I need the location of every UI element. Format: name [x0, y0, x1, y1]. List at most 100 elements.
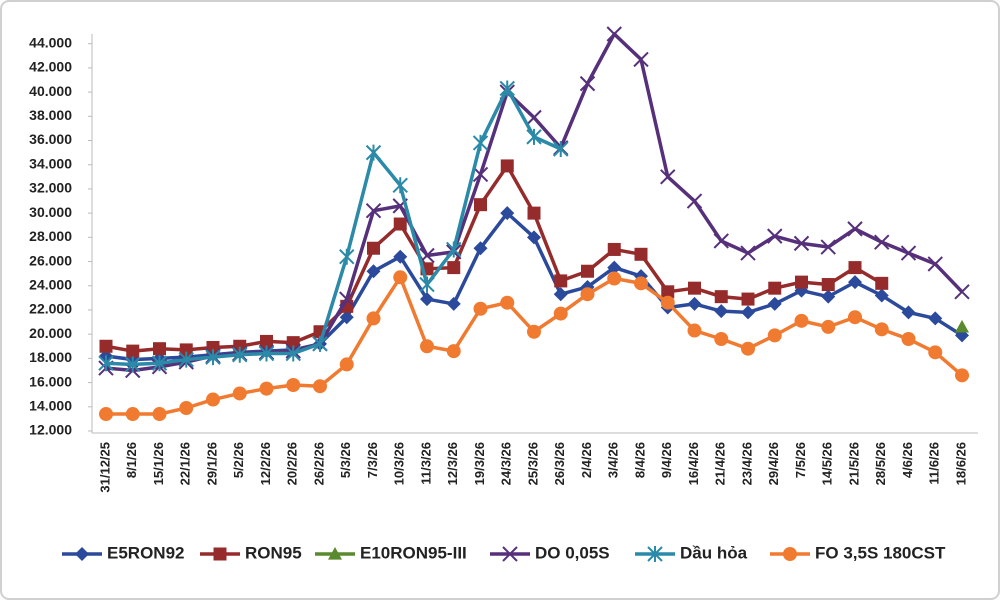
- marker: [527, 206, 541, 220]
- marker: [767, 328, 782, 343]
- marker: [446, 296, 461, 311]
- marker: [687, 296, 702, 311]
- marker: [179, 401, 194, 416]
- marker: [821, 319, 836, 334]
- marker: [419, 247, 435, 264]
- marker: [178, 351, 194, 368]
- marker: [419, 276, 435, 293]
- y-tick-label: 36.000: [29, 131, 72, 147]
- y-tick-label: 40.000: [29, 83, 72, 99]
- x-tick-label: 7/3/26: [365, 442, 380, 478]
- marker: [339, 291, 355, 307]
- x-tick-label: 12/2/26: [258, 442, 273, 485]
- legend-item: E5RON92: [62, 543, 184, 562]
- x-tick-label: 29/1/26: [204, 442, 219, 485]
- marker: [206, 340, 220, 354]
- y-tick-label: 30.000: [29, 204, 72, 220]
- marker: [647, 546, 663, 562]
- x-tick-label: 22/1/26: [178, 442, 193, 485]
- legend-label: FO 3,5S 180CST: [815, 543, 946, 562]
- marker: [447, 261, 461, 275]
- x-tick-label: 9/4/26: [659, 442, 674, 478]
- marker: [420, 339, 434, 354]
- marker: [901, 305, 916, 320]
- marker: [874, 234, 890, 250]
- x-tick-label: 16/4/26: [686, 442, 701, 485]
- marker: [151, 355, 168, 372]
- marker: [580, 287, 595, 302]
- marker: [365, 144, 382, 161]
- marker: [446, 241, 462, 258]
- x-tick-label: 18/6/26: [953, 442, 968, 485]
- x-tick-label: 7/5/26: [793, 442, 808, 478]
- marker: [126, 344, 140, 358]
- marker: [258, 345, 275, 362]
- y-tick-label: 12.000: [29, 422, 72, 438]
- x-tick-label: 4/6/26: [900, 442, 915, 478]
- marker: [527, 324, 541, 339]
- marker: [553, 140, 569, 157]
- marker: [312, 335, 328, 352]
- marker: [660, 169, 676, 185]
- y-tick-label: 16.000: [29, 373, 72, 389]
- marker: [500, 159, 514, 173]
- marker: [927, 256, 943, 272]
- marker: [179, 343, 193, 357]
- x-tick-label: 23/4/26: [739, 442, 754, 485]
- x-tick-label: 14/5/26: [820, 442, 835, 485]
- marker: [874, 288, 889, 303]
- marker: [313, 379, 327, 394]
- marker: [367, 241, 380, 255]
- marker: [821, 289, 836, 304]
- marker: [393, 270, 408, 285]
- x-tick-label: 5/3/26: [338, 442, 353, 478]
- marker: [714, 304, 729, 319]
- marker: [581, 264, 594, 278]
- marker: [714, 290, 728, 304]
- marker: [793, 235, 810, 252]
- marker: [339, 248, 355, 265]
- marker: [606, 26, 622, 42]
- marker: [955, 319, 969, 333]
- legend-label: RON95: [245, 543, 302, 562]
- marker: [607, 271, 622, 286]
- y-tick-label: 32.000: [29, 180, 72, 196]
- marker: [686, 193, 703, 209]
- marker: [901, 332, 916, 347]
- x-tick-label: 19/3/26: [472, 442, 487, 485]
- x-tick-label: 31/12/25: [97, 442, 112, 493]
- y-tick-label: 14.000: [29, 397, 72, 413]
- marker: [526, 109, 542, 126]
- x-tick-label: 26/3/26: [552, 442, 567, 485]
- marker: [661, 285, 675, 299]
- marker: [928, 345, 943, 360]
- marker: [392, 177, 408, 194]
- marker: [232, 386, 247, 401]
- y-tick-label: 26.000: [29, 252, 72, 268]
- marker: [954, 284, 970, 300]
- marker: [848, 310, 862, 325]
- marker: [660, 295, 675, 310]
- y-tick-label: 22.000: [29, 301, 72, 317]
- marker: [365, 203, 382, 219]
- marker: [99, 339, 113, 353]
- y-tick-label: 18.000: [29, 349, 72, 365]
- x-tick-label: 28/5/26: [873, 442, 888, 485]
- legend-item: FO 3,5S 180CST: [770, 543, 946, 562]
- x-tick-label: 21/5/26: [846, 442, 861, 485]
- marker: [393, 217, 407, 231]
- legend-label: DO 0,05S: [535, 543, 610, 562]
- marker: [473, 241, 488, 256]
- legend-label: E10RON95-III: [360, 543, 467, 562]
- marker: [206, 392, 220, 407]
- marker: [328, 547, 342, 560]
- x-tick-label: 12/3/26: [445, 442, 460, 485]
- marker: [554, 274, 568, 288]
- marker: [783, 547, 797, 561]
- marker: [634, 247, 648, 261]
- x-tick-label: 29/4/26: [766, 442, 781, 485]
- x-tick-label: 25/3/26: [525, 442, 540, 485]
- marker: [420, 292, 434, 307]
- marker: [99, 407, 113, 422]
- marker: [768, 281, 782, 295]
